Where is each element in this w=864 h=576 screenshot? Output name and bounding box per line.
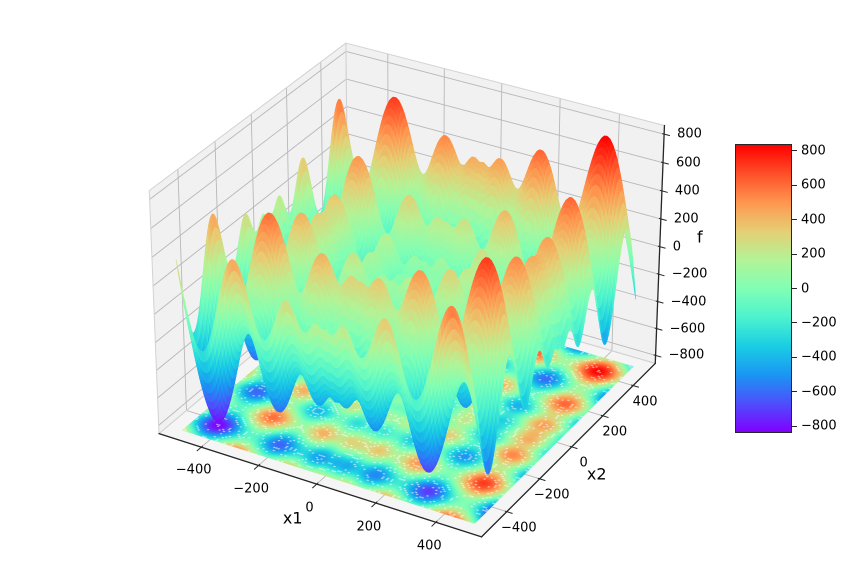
colorbar-tick-label: −400: [801, 349, 837, 365]
colorbar-tick-mark: [792, 253, 797, 255]
colorbar-tick-mark: [792, 425, 797, 427]
colorbar-tick-mark: [792, 288, 797, 289]
colorbar-tick-mark: [792, 356, 797, 358]
colorbar: 800 600 400 200 0 −200 −400 −600 −800: [735, 143, 837, 434]
colorbar-tick-label: 400: [801, 212, 826, 228]
colorbar-gradient: [735, 144, 792, 433]
x2-axis-label: x2: [586, 464, 607, 484]
colorbar-tick-label: 800: [801, 143, 826, 159]
colorbar-tick-label: 600: [801, 177, 826, 193]
colorbar-tick-mark: [792, 322, 797, 324]
colorbar-tick-label: 0: [801, 281, 810, 296]
colorbar-tick-mark: [792, 391, 797, 393]
colorbar-tick-label: −600: [801, 384, 837, 400]
colorbar-tick-mark: [792, 219, 797, 221]
colorbar-tick-mark: [792, 184, 797, 186]
x1-axis-label: x1: [282, 508, 303, 528]
colorbar-tick-mark: [792, 150, 797, 152]
colorbar-tick-label: −800: [801, 418, 837, 434]
f-axis-label: f: [696, 227, 703, 247]
colorbar-tick-label: −200: [801, 315, 837, 331]
colorbar-tick-label: 200: [801, 246, 826, 262]
